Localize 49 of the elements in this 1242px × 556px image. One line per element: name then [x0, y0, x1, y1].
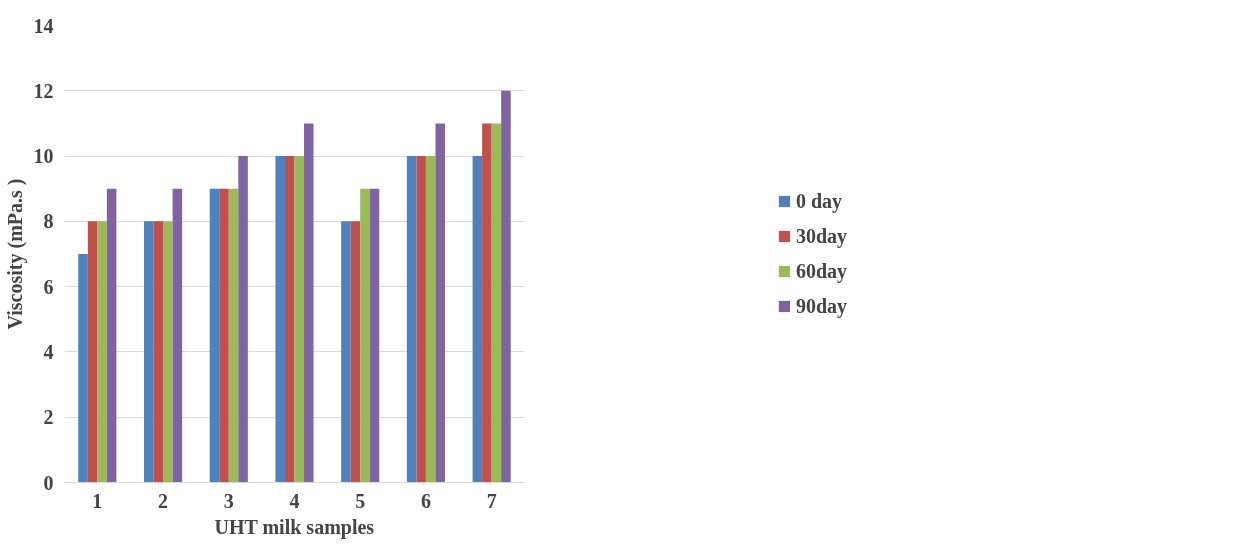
bar — [425, 156, 436, 483]
bar — [97, 221, 107, 483]
bar — [153, 221, 164, 483]
bar — [294, 156, 305, 483]
legend-label: 90day — [795, 294, 848, 318]
bar — [482, 123, 492, 483]
x-tick-label: 3 — [223, 489, 234, 512]
x-tick-label: 5 — [355, 489, 366, 512]
bar — [172, 188, 183, 483]
bar — [228, 188, 239, 483]
bar — [284, 156, 295, 483]
bar — [472, 156, 483, 483]
bar — [163, 221, 173, 483]
bar — [406, 156, 417, 483]
bar — [106, 188, 117, 483]
x-tick-label: 7 — [486, 489, 497, 512]
bar — [416, 156, 426, 483]
bar — [144, 221, 154, 483]
bar — [341, 221, 351, 483]
bar — [350, 221, 361, 483]
legend-label: 0 day — [795, 189, 843, 213]
bar — [501, 90, 511, 483]
x-axis-title: UHT milk samples — [214, 515, 375, 539]
bar — [78, 254, 88, 483]
bar — [435, 123, 445, 483]
bar — [491, 123, 502, 483]
legend-label: 60day — [795, 259, 848, 283]
bar — [87, 221, 98, 483]
y-tick-label: 8 — [43, 210, 54, 233]
y-tick-label: 4 — [43, 340, 54, 363]
y-tick-label: 0 — [43, 471, 54, 494]
x-tick-label: 1 — [92, 489, 103, 512]
x-tick-label: 2 — [158, 489, 169, 512]
bar — [275, 156, 285, 483]
x-tick-label: 4 — [289, 489, 300, 512]
bar — [369, 188, 380, 483]
bar — [209, 188, 220, 483]
y-axis-title: Viscosity (mPa.s ) — [3, 178, 27, 330]
y-tick-label: 12 — [33, 79, 54, 102]
bar — [304, 123, 314, 483]
y-tick-label: 14 — [33, 14, 54, 37]
y-tick-label: 2 — [43, 406, 54, 429]
bar — [219, 188, 229, 483]
y-tick-label: 6 — [43, 275, 54, 298]
x-tick-label: 6 — [420, 489, 431, 512]
legend-label: 30day — [795, 224, 848, 248]
bar — [238, 156, 248, 483]
y-tick-label: 10 — [33, 145, 54, 168]
bar — [360, 188, 370, 483]
